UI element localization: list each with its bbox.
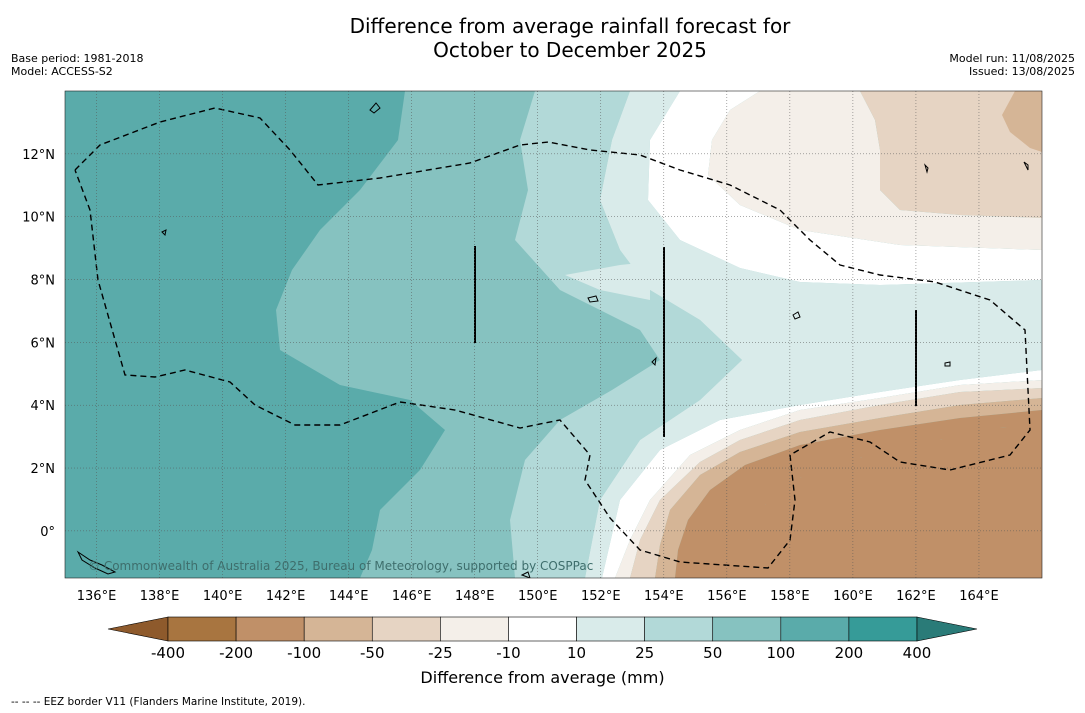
band-neg50-neg25	[630, 91, 1042, 578]
colorbar-segment	[167, 616, 237, 642]
colorbar-segment	[712, 616, 782, 642]
lat-tick-label: 10°N	[22, 211, 55, 226]
colorbar-segment	[371, 616, 441, 642]
colorbar-segment	[780, 616, 850, 642]
lat-tick-label: 4°N	[31, 399, 56, 414]
colorbar-segment	[303, 616, 373, 642]
island-outline	[651, 356, 657, 367]
legend-footnote: -- -- -- EEZ border V11 (Flanders Marine…	[11, 696, 306, 708]
colorbar-tick-label: 10	[567, 644, 586, 662]
lon-ticks: 136°E 138°E 140°E 142°E 144°E 146°E 148°E 150°E…	[77, 589, 999, 604]
lat-tick-label: 8°N	[31, 274, 56, 289]
lon-tick-label: 162°E	[896, 589, 936, 604]
island-outline	[520, 571, 531, 578]
island-outline	[944, 361, 951, 367]
issued-date: Issued: 13/08/2025	[968, 65, 1075, 78]
band-10-25	[565, 91, 1042, 578]
lat-tick-label: 6°N	[31, 336, 56, 351]
colorbar-label: Difference from average (mm)	[420, 668, 665, 687]
lat-tick-label: 12°N	[22, 148, 55, 163]
title-line-2: October to December 2025	[433, 38, 707, 62]
lon-tick-label: 140°E	[203, 589, 243, 604]
lon-tick-label: 152°E	[581, 589, 621, 604]
lat-tick-label: 0°	[40, 525, 55, 540]
lat-ticks: 12°N 10°N 8°N 6°N 4°N 2°N 0°	[22, 148, 55, 540]
lon-tick-label: 158°E	[770, 589, 810, 604]
island-outline	[76, 550, 117, 575]
colorbar-segment	[848, 616, 918, 642]
lat-tick-label: 2°N	[31, 462, 56, 477]
colorbar-tick-label: 25	[635, 644, 654, 662]
colorbar-segment	[576, 616, 645, 642]
copyright-text: © Commonwealth of Australia 2025, Bureau…	[88, 559, 593, 573]
colorbar-tick-label: -400	[151, 644, 185, 662]
model-name: Model: ACCESS-S2	[11, 65, 113, 78]
colorbar-under-arrow	[107, 616, 169, 642]
colorbar-tick-label: 50	[703, 644, 722, 662]
colorbar-tick-label: -50	[360, 644, 385, 662]
colorbar-over-arrow	[916, 616, 978, 642]
colorbar-segment	[508, 616, 577, 642]
island-outline	[1023, 161, 1029, 171]
meta-left: Base period: 1981-2018 Model: ACCESS-S2	[11, 52, 143, 78]
rainfall-anomaly-field	[65, 91, 1042, 578]
band-neg25-neg10	[615, 91, 1042, 578]
title-line-1: Difference from average rainfall forecas…	[349, 14, 791, 38]
gridlines	[65, 91, 1042, 578]
lon-tick-label: 154°E	[644, 589, 684, 604]
chart-title: Difference from average rainfall forecas…	[0, 14, 1085, 62]
meta-right: Model run: 11/08/2025 Issued: 13/08/2025	[949, 52, 1075, 78]
colorbar-tick-label: -100	[287, 644, 321, 662]
colorbar-tick-label: 200	[835, 644, 864, 662]
lon-tick-label: 142°E	[266, 589, 306, 604]
lon-tick-label: 164°E	[959, 589, 999, 604]
island-outline	[161, 229, 167, 237]
colorbar-tick-label: -10	[496, 644, 521, 662]
colorbar-tick-label: 400	[903, 644, 932, 662]
lon-tick-label: 160°E	[833, 589, 873, 604]
island-outline	[923, 163, 929, 174]
island-outline	[369, 102, 381, 114]
colorbar-tick-label: -200	[219, 644, 253, 662]
island-outline	[587, 295, 599, 303]
lon-tick-label: 136°E	[77, 589, 117, 604]
map-frame	[64, 90, 1043, 579]
colorbar-tick-label: -25	[428, 644, 453, 662]
island-outline	[792, 311, 801, 320]
colorbar-tick-label: 100	[766, 644, 795, 662]
band-100-200-west	[65, 91, 445, 578]
lon-tick-label: 156°E	[707, 589, 747, 604]
lon-tick-label: 148°E	[455, 589, 495, 604]
colorbar-segment	[235, 616, 305, 642]
lon-tick-label: 146°E	[392, 589, 432, 604]
eez-border	[74, 107, 1031, 569]
colorbar: -400 -200 -100 -50 -25 -10 10 25 50 100 200 400	[107, 616, 978, 662]
colorbar-segment	[440, 616, 509, 642]
lon-tick-label: 138°E	[140, 589, 180, 604]
lon-tick-label: 150°E	[518, 589, 558, 604]
base-period: Base period: 1981-2018	[11, 52, 144, 65]
colorbar-segment	[644, 616, 714, 642]
band-neg100-neg50	[655, 91, 1042, 578]
band-neg10-10	[602, 91, 1042, 578]
model-run: Model run: 11/08/2025	[949, 52, 1075, 65]
lon-tick-label: 144°E	[329, 589, 369, 604]
band-neg200-neg100	[675, 410, 1042, 578]
